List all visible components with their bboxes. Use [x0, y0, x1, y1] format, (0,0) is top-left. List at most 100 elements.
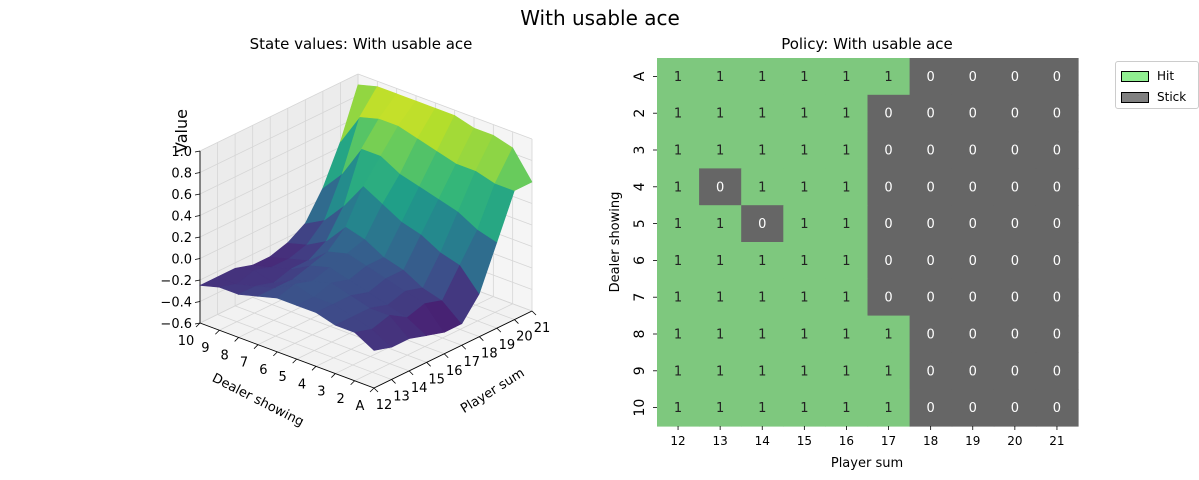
floor-grid-line — [252, 296, 427, 363]
heatmap-cell-label: 0 — [1053, 328, 1061, 343]
heatmap-x-label: Player sum — [831, 456, 903, 471]
heatmap-cell-label: 0 — [1053, 254, 1061, 269]
heatmap-cell-label: 0 — [716, 180, 724, 195]
heatmap-cell-label: 1 — [758, 291, 766, 306]
heatmap-cell — [783, 205, 826, 243]
heatmap-cell-label: 0 — [884, 254, 892, 269]
heatmap-cell-label: 0 — [884, 180, 892, 195]
y-tick — [234, 337, 239, 342]
surface-chart-title: State values: With usable ace — [250, 35, 473, 53]
heatmap-cell — [699, 242, 742, 280]
heatmap-y-tick-label: 4 — [632, 182, 648, 191]
heatmap-cell — [699, 94, 742, 133]
y-axis-line — [199, 322, 375, 389]
heatmap-cell-label: 1 — [884, 364, 892, 379]
heatmap-cell-label: 1 — [842, 107, 850, 122]
z-axis-label: Value — [172, 109, 191, 153]
heatmap-cell — [657, 278, 700, 317]
heatmap-cell-label: 0 — [1011, 217, 1019, 232]
heatmap-cell-label: 1 — [800, 144, 808, 159]
heatmap-cell — [867, 278, 911, 317]
heatmap-cell-label: 1 — [716, 70, 724, 85]
z-tick-label: −0.6 — [160, 317, 192, 332]
heatmap-cell-label: 0 — [1011, 401, 1019, 416]
heatmap-cell — [951, 352, 995, 390]
x-tick — [408, 370, 414, 376]
heatmap-cell-label: 1 — [674, 254, 682, 269]
heatmap-cell — [993, 242, 1037, 280]
heatmap-cell — [825, 315, 869, 353]
x-tick-label: 17 — [464, 355, 481, 370]
z-tick — [194, 258, 201, 260]
heatmap-cell — [951, 58, 995, 96]
heatmap-title: Policy: With usable ace — [781, 35, 953, 53]
heatmap-cell-label: 0 — [927, 217, 935, 232]
heatmap-cell — [867, 242, 911, 280]
heatmap-cell — [825, 278, 869, 317]
heatmap-cell-label: 1 — [674, 70, 682, 85]
heatmap-cell-label: 1 — [842, 217, 850, 232]
z-tick-label: 0.8 — [171, 167, 192, 182]
heatmap-cell — [1035, 205, 1079, 243]
heatmap-cell-label: 1 — [716, 291, 724, 306]
heatmap-y-tick-label: 8 — [632, 330, 648, 339]
y-tick — [350, 380, 355, 386]
heatmap-cell — [825, 58, 869, 96]
heatmap-cell-label: 1 — [842, 364, 850, 379]
legend-item-hit: Hit — [1121, 67, 1174, 85]
heatmap-cell-label: 1 — [758, 180, 766, 195]
heatmap-cell — [657, 389, 700, 427]
heatmap-cell-label: 0 — [1053, 291, 1061, 306]
heatmap-cell — [867, 352, 911, 390]
heatmap-cell-label: 0 — [969, 144, 977, 159]
heatmap-cell — [867, 168, 911, 206]
heatmap-cell — [783, 315, 826, 353]
heatmap-cell — [951, 205, 995, 243]
heatmap-cell-label: 0 — [1053, 217, 1061, 232]
heatmap-cell-label: 1 — [758, 144, 766, 159]
heatmap-cell — [699, 278, 742, 317]
heatmap-cell — [741, 168, 784, 206]
heatmap-cell — [993, 58, 1037, 96]
heatmap-cell — [783, 242, 826, 280]
heatmap-cell — [1035, 168, 1079, 206]
heatmap-cell — [951, 94, 995, 133]
legend-label-hit: Hit — [1157, 69, 1175, 83]
heatmap-cell-label: 1 — [758, 107, 766, 122]
heatmap-cell-label: 0 — [969, 180, 977, 195]
heatmap-cell — [993, 94, 1037, 133]
x-tick-label: 15 — [428, 372, 445, 387]
heatmap-cell-label: 0 — [927, 144, 935, 159]
heatmap-y-tick-label: A — [632, 71, 648, 81]
heatmap-cell — [783, 352, 826, 390]
heatmap-cell — [1035, 242, 1079, 280]
x-tick — [391, 379, 396, 384]
heatmap-x-tick-label: 15 — [797, 434, 812, 448]
x-tick — [443, 353, 449, 359]
wall-grid-line — [199, 138, 359, 216]
heatmap-cell-label: 1 — [716, 107, 724, 122]
x-axis-label: Player sum — [458, 366, 527, 417]
z-tick-label: 0.2 — [171, 231, 192, 246]
heatmap-cell-label: 0 — [969, 291, 977, 306]
heatmap-cell-label: 0 — [969, 107, 977, 122]
heatmap-cell — [783, 58, 826, 96]
heatmap-cell — [741, 242, 784, 280]
heatmap-y-tick-label: 3 — [632, 146, 648, 155]
heatmap-cell — [657, 352, 700, 390]
heatmap-cell-label: 1 — [674, 328, 682, 343]
heatmap-cell — [699, 315, 742, 353]
heatmap-cell — [867, 58, 911, 96]
legend-swatch-stick — [1121, 91, 1149, 103]
heatmap-cell-label: 1 — [842, 144, 850, 159]
heatmap-x-tick-label: 12 — [670, 434, 685, 448]
y-tick — [331, 373, 336, 378]
heatmap-cell — [1035, 58, 1079, 96]
y-tick-label: 3 — [317, 385, 325, 400]
heatmap-cell-label: 1 — [758, 364, 766, 379]
heatmap-cell — [741, 278, 784, 317]
heatmap-cell-label: 0 — [927, 107, 935, 122]
heatmap-cell — [909, 94, 953, 133]
heatmap-cell — [993, 168, 1037, 206]
